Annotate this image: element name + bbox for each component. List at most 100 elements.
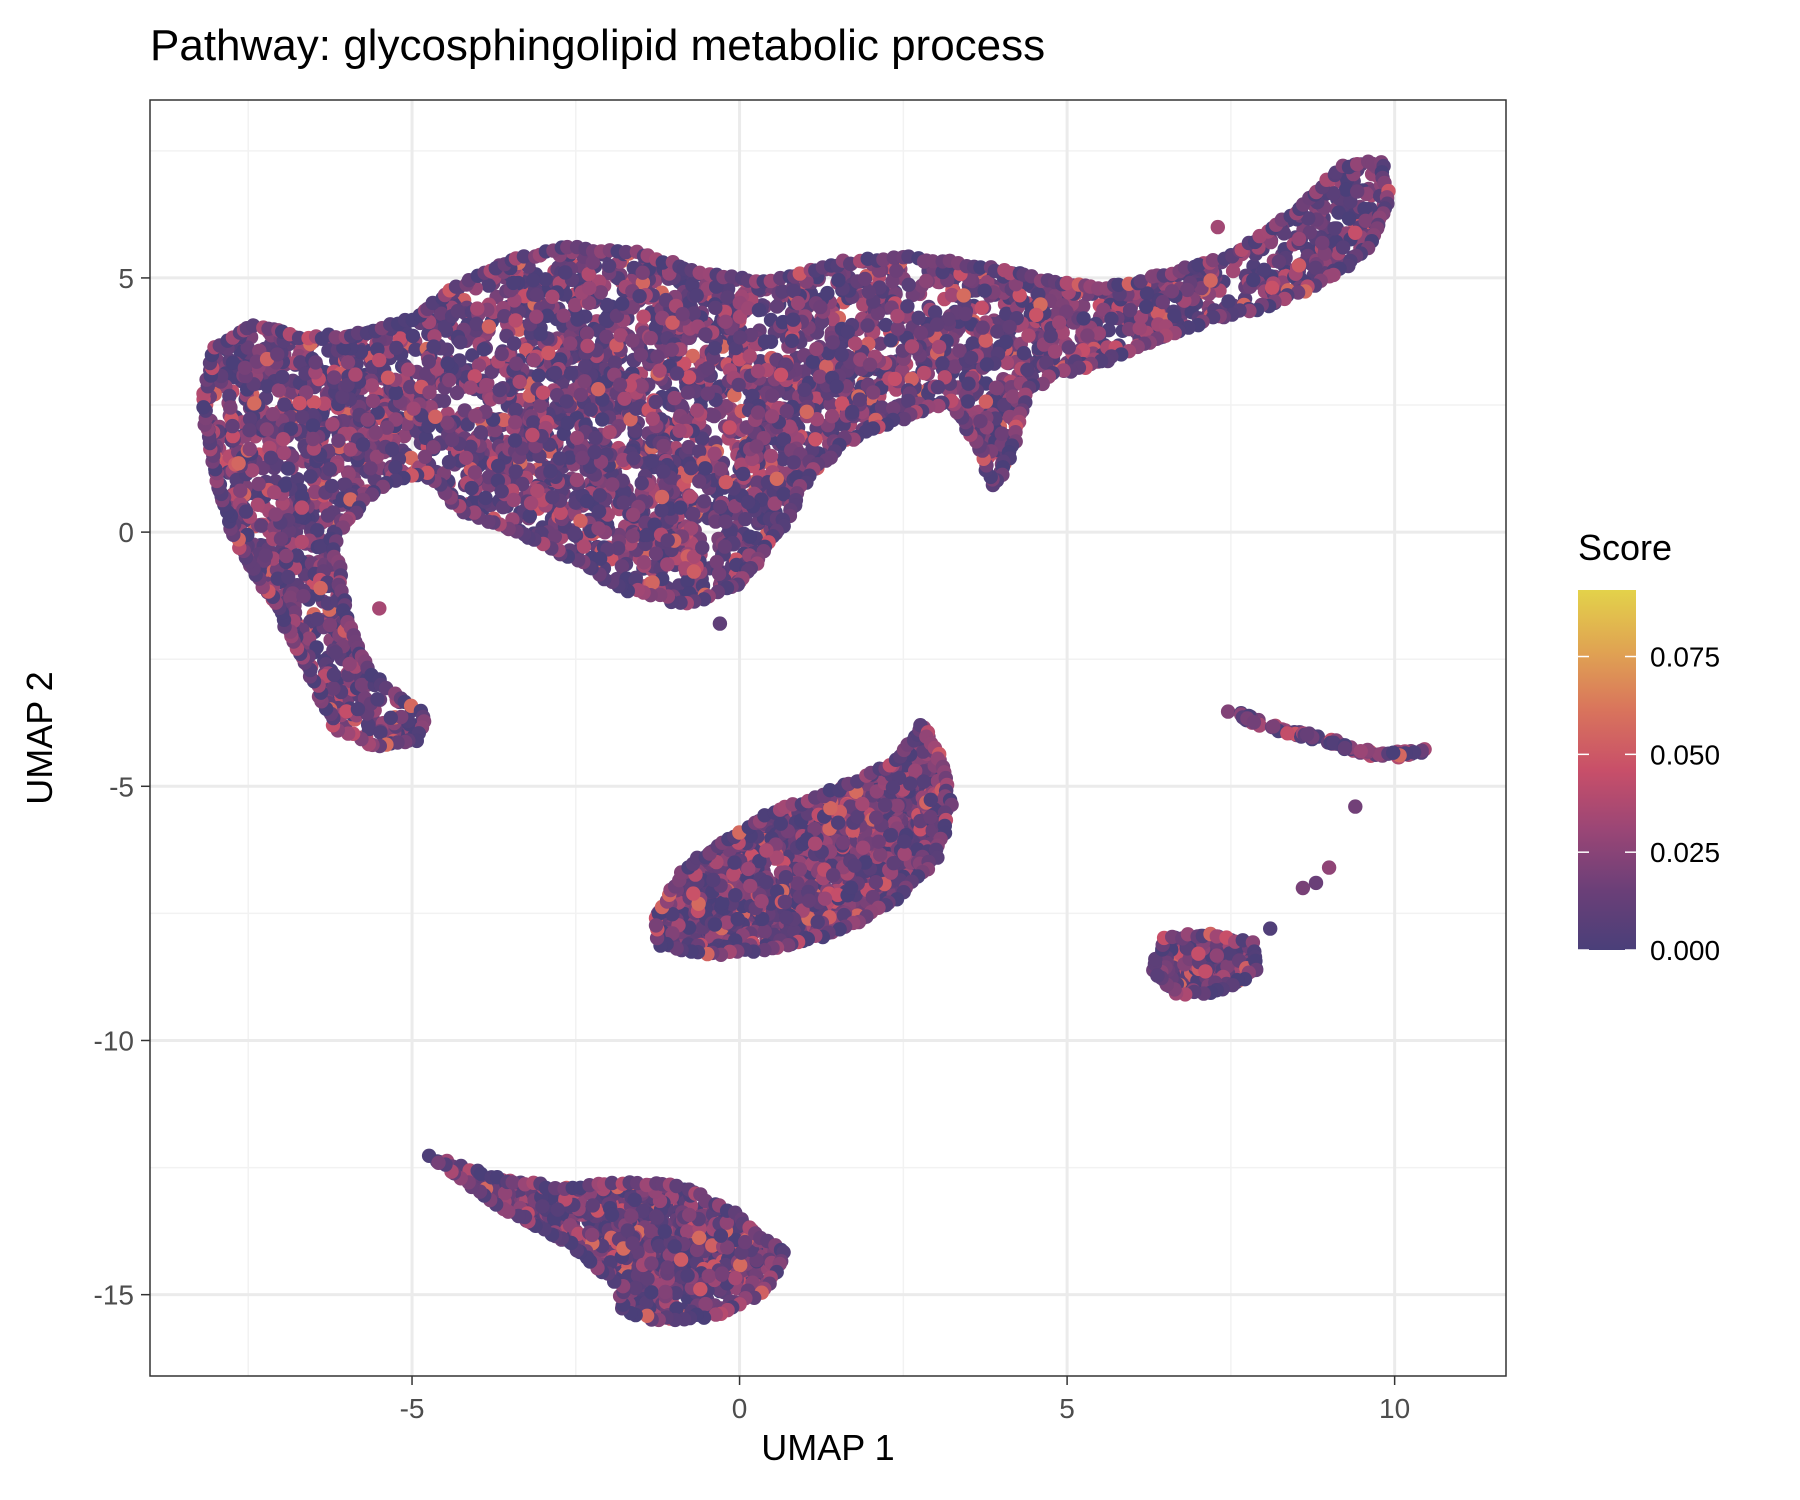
scatter-point bbox=[956, 288, 971, 303]
scatter-point bbox=[598, 312, 613, 327]
chart-title: Pathway: glycosphingolipid metabolic pro… bbox=[150, 21, 1045, 70]
scatter-point bbox=[471, 358, 487, 373]
scatter-point bbox=[607, 355, 623, 370]
scatter-point bbox=[340, 355, 356, 370]
scatter-point bbox=[692, 474, 707, 489]
scatter-point bbox=[645, 411, 660, 426]
scatter-point bbox=[255, 460, 270, 476]
scatter-point bbox=[738, 512, 753, 527]
scatter-point bbox=[276, 445, 292, 461]
scatter-point bbox=[305, 418, 321, 433]
scatter-point bbox=[587, 444, 602, 460]
scatter-point bbox=[441, 454, 457, 470]
scatter-point bbox=[629, 401, 644, 416]
scatter-point bbox=[591, 521, 606, 536]
scatter-point bbox=[656, 438, 671, 454]
scatter-point bbox=[440, 356, 455, 371]
scatter-point bbox=[820, 285, 835, 301]
scatter-point bbox=[523, 496, 539, 511]
scatter-point bbox=[449, 385, 465, 401]
scatter-point bbox=[364, 378, 379, 393]
scatter-point bbox=[633, 347, 649, 363]
scatter-point bbox=[303, 469, 318, 484]
scatter-point bbox=[901, 277, 916, 292]
scatter-point bbox=[322, 461, 337, 477]
scatter-point bbox=[979, 357, 995, 372]
scatter-point bbox=[1348, 225, 1363, 240]
scatter-point bbox=[887, 371, 903, 387]
scatter-point bbox=[494, 346, 509, 362]
scatter-point bbox=[722, 420, 737, 435]
scatter-point bbox=[718, 314, 733, 329]
scatter-point bbox=[310, 523, 325, 538]
scatter-point bbox=[579, 494, 595, 509]
scatter-point bbox=[615, 296, 630, 311]
scatter-point bbox=[579, 326, 595, 341]
scatter-point bbox=[552, 451, 567, 466]
scatter-point bbox=[650, 349, 665, 364]
scatter-point bbox=[242, 423, 257, 438]
scatter-point bbox=[280, 569, 296, 585]
scatter-point bbox=[890, 308, 905, 324]
scatter-point bbox=[763, 448, 779, 464]
scatter-point bbox=[698, 461, 713, 476]
scatter-point bbox=[742, 529, 757, 544]
scatter-point bbox=[444, 432, 460, 448]
scatter-point bbox=[927, 305, 943, 320]
scatter-point bbox=[1005, 389, 1021, 404]
scatter-point bbox=[450, 303, 465, 319]
scatter-point bbox=[947, 359, 963, 374]
scatter-point bbox=[465, 348, 480, 363]
scatter-point bbox=[525, 427, 540, 443]
scatter-point bbox=[616, 495, 631, 510]
scatter-point bbox=[308, 355, 323, 370]
scatter-point bbox=[547, 365, 563, 381]
scatter-point bbox=[259, 422, 274, 437]
scatter-point bbox=[575, 450, 590, 466]
scatter-point bbox=[507, 433, 523, 448]
scatter-point bbox=[636, 555, 652, 570]
scatter-point bbox=[281, 461, 296, 476]
scatter-point bbox=[401, 362, 416, 377]
scatter-point bbox=[695, 540, 710, 555]
scatter-point bbox=[260, 379, 275, 394]
scatter-point bbox=[508, 313, 523, 328]
scatter-point bbox=[735, 466, 751, 482]
scatter-point bbox=[750, 364, 766, 379]
scatter-point bbox=[989, 381, 1005, 396]
scatter-point bbox=[494, 484, 509, 499]
scatter-point bbox=[479, 377, 494, 393]
scatter-point bbox=[845, 404, 860, 420]
scatter-point bbox=[271, 383, 286, 398]
scatter-point bbox=[254, 518, 269, 533]
scatter-point bbox=[225, 418, 240, 434]
scatter-point bbox=[689, 403, 705, 418]
scatter-point bbox=[326, 681, 341, 696]
scatter-point bbox=[543, 463, 558, 479]
scatter-point bbox=[860, 318, 875, 333]
scatter-point bbox=[635, 265, 650, 280]
scatter-point bbox=[363, 461, 378, 476]
scatter-point bbox=[840, 324, 855, 339]
scatter-point bbox=[636, 309, 651, 324]
scatter-point bbox=[673, 500, 688, 515]
scatter-point bbox=[467, 465, 483, 480]
scatter-point bbox=[916, 365, 932, 381]
scatter-point bbox=[977, 283, 992, 298]
scatter-point bbox=[573, 387, 588, 402]
scatter-point bbox=[294, 500, 310, 515]
scatter-point bbox=[667, 390, 682, 406]
scatter-point bbox=[275, 369, 290, 385]
scatter-point bbox=[1350, 184, 1365, 199]
scatter-point bbox=[313, 580, 328, 596]
scatter-point bbox=[773, 367, 789, 382]
scatter-point bbox=[533, 398, 548, 413]
scatter-point bbox=[904, 339, 920, 354]
scatter-point bbox=[464, 480, 479, 496]
scatter-point bbox=[292, 396, 307, 411]
scatter-point bbox=[481, 319, 497, 334]
scatter-point bbox=[383, 710, 398, 725]
scatter-point bbox=[718, 474, 733, 490]
scatter-point bbox=[713, 499, 728, 515]
scatter-point bbox=[231, 456, 246, 471]
